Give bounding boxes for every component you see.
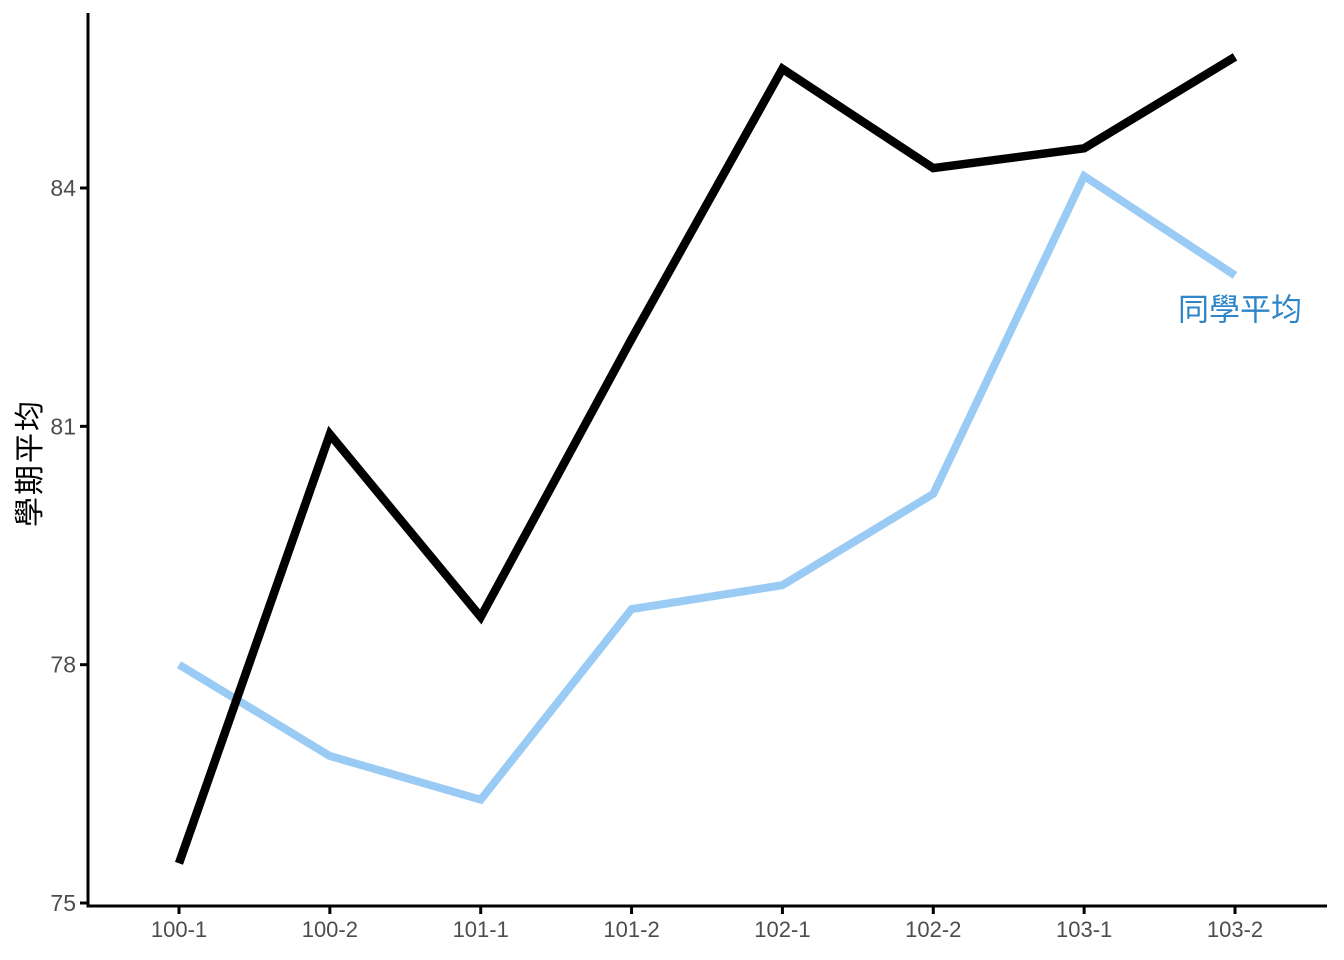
y-tick-label-78: 78 [50, 652, 76, 678]
y-tick-label-84: 84 [50, 175, 76, 201]
x-tick-label-100-1: 100-1 [151, 917, 207, 942]
series-line-student [174, 53, 1238, 865]
classmates-series-label: 同學平均 [1178, 292, 1302, 328]
y-tick-label-81: 81 [50, 413, 76, 439]
y-axis-title: 學期平均 [14, 399, 47, 527]
x-tick-label-102-2: 102-2 [905, 917, 961, 942]
x-tick-label-101-2: 101-2 [603, 917, 659, 942]
x-tick-label-100-2: 100-2 [302, 917, 358, 942]
x-tick-label-103-1: 103-1 [1056, 917, 1112, 942]
x-tick-label-102-1: 102-1 [754, 917, 810, 942]
x-tick-label-103-2: 103-2 [1207, 917, 1263, 942]
x-tick-label-101-1: 101-1 [453, 917, 509, 942]
y-tick-label-75: 75 [50, 890, 76, 916]
series-line-classmates [176, 170, 1238, 805]
